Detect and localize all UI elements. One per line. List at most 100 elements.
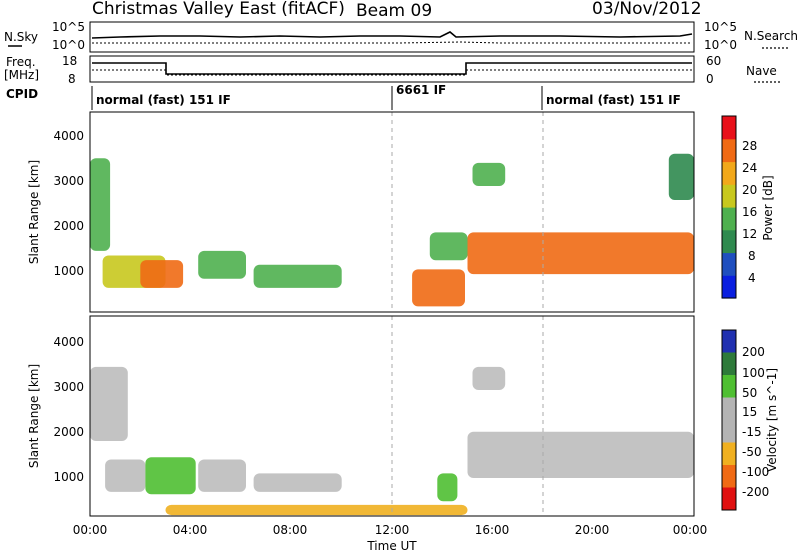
power-cbar-tick-24: 24: [742, 161, 757, 175]
xtick-2: 08:00: [273, 523, 308, 537]
velocity-colorbar-swatch-1: [722, 352, 736, 376]
freq-label-2: [MHz]: [4, 68, 39, 82]
cpid-label: CPID: [6, 87, 38, 101]
power-region-0: [90, 158, 111, 251]
power-cbar-tick-4: 4: [748, 271, 756, 285]
power-colorbar-swatch-4: [722, 184, 736, 208]
xtick-4: 16:00: [475, 523, 510, 537]
vel-cbar-tick-neg200: -200: [742, 485, 769, 499]
power-region-2: [140, 260, 184, 288]
power-colorbar-swatch-0: [722, 275, 736, 299]
power-ylabel: Slant Range [km]: [27, 160, 41, 264]
freq-tick-18: 18: [62, 54, 77, 68]
noise-tick-bottom-right: 10^0: [704, 38, 737, 52]
velocity-ylabel: Slant Range [km]: [27, 364, 41, 468]
cpid-segment-3: normal (fast) 151 IF: [546, 93, 681, 107]
noise-tick-top-left: 10^5: [52, 20, 85, 34]
noise-panel-frame: [89, 21, 695, 53]
vel-cbar-tick-100: 100: [742, 366, 765, 380]
power-colorbar: [722, 116, 736, 299]
velocity-region-1: [105, 459, 146, 492]
velocity-ytick-4000: 4000: [53, 335, 84, 349]
power-ytick-4000: 4000: [53, 129, 84, 143]
power-colorbar-frame: [721, 115, 737, 299]
noise-right-label: N.Search: [744, 29, 798, 43]
date-label: 03/Nov/2012: [592, 0, 702, 19]
power-region-8: [472, 162, 506, 186]
noise-sky-line: [91, 31, 693, 39]
noise-tick-top-right: 10^5: [704, 20, 737, 34]
power-ytick-3000: 3000: [53, 174, 84, 188]
velocity-colorbar-swatch-6: [722, 465, 736, 488]
power-region-9: [668, 153, 694, 200]
noise-search-line: [92, 41, 692, 44]
noise-left-label: N.Sky: [4, 30, 38, 44]
power-panel-frame: [89, 111, 695, 313]
power-colorbar-swatch-5: [722, 161, 736, 185]
freq-panel-frame: [89, 55, 695, 83]
beam-label: Beam 09: [356, 1, 432, 21]
power-colorbar-swatch-2: [722, 229, 736, 254]
vel-cbar-tick-15: 15: [742, 405, 757, 419]
power-region-5: [412, 269, 465, 307]
power-colorbar-swatch-7: [722, 116, 736, 140]
velocity-ytick-1000: 1000: [53, 470, 84, 484]
vel-cbar-tick-50: 50: [742, 386, 757, 400]
power-cbar-tick-8: 8: [748, 249, 756, 263]
cpid-segment-1: normal (fast) 151 IF: [96, 93, 231, 107]
nave-label: Nave: [746, 64, 777, 78]
velocity-colorbar-swatch-2: [722, 375, 736, 398]
vel-cbar-tick-neg50: -50: [742, 445, 762, 459]
xtick-1: 04:00: [173, 523, 208, 537]
velocity-panel-frame: [89, 315, 695, 517]
velocity-colorbar-swatch-0: [722, 330, 736, 353]
power-colorbar-swatch-6: [722, 138, 736, 163]
power-cbar-tick-12: 12: [742, 227, 757, 241]
velocity-colorbar-label: Velocity [m s^-1]: [765, 368, 779, 472]
power-colorbar-swatch-1: [722, 252, 736, 276]
velocity-colorbar-frame: [721, 329, 737, 511]
xtick-3: 12:00: [375, 523, 410, 537]
power-colorbar-label: Power [dB]: [761, 175, 775, 240]
power-region-7: [467, 232, 694, 275]
power-region-4: [253, 264, 342, 288]
x-axis-label: Time UT: [366, 539, 417, 553]
velocity-ytick-3000: 3000: [53, 380, 84, 394]
nave-tick-0: 0: [706, 72, 714, 86]
freq-label-1: Freq.: [6, 55, 36, 69]
nave-tick-60: 60: [706, 54, 721, 68]
velocity-colorbar-swatch-3: [722, 397, 736, 421]
xtick-0: 00:00: [73, 523, 108, 537]
power-heatmap: [90, 112, 694, 312]
power-cbar-tick-20: 20: [742, 183, 757, 197]
velocity-heatmap: [90, 316, 694, 516]
xtick-5: 20:00: [575, 523, 610, 537]
velocity-colorbar-swatch-5: [722, 442, 736, 466]
velocity-region-5: [437, 473, 458, 502]
velocity-region-7: [472, 366, 506, 390]
power-colorbar-swatch-3: [722, 207, 736, 231]
vel-cbar-tick-200: 200: [742, 345, 765, 359]
power-ytick-2000: 2000: [53, 219, 84, 233]
nave-line: [92, 69, 692, 76]
velocity-region-3: [198, 459, 246, 492]
noise-tick-bottom-left: 10^0: [52, 38, 85, 52]
power-region-3: [198, 250, 246, 279]
cpid-segment-2: 6661 IF: [396, 83, 446, 97]
vel-cbar-tick-neg15: -15: [742, 425, 762, 439]
velocity-region-0: [90, 366, 128, 441]
freq-line: [92, 62, 692, 75]
vel-cbar-tick-neg100: -100: [742, 465, 769, 479]
velocity-ytick-2000: 2000: [53, 425, 84, 439]
velocity-region-2: [145, 457, 196, 495]
velocity-region-4: [253, 473, 342, 492]
velocity-colorbar-swatch-4: [722, 420, 736, 443]
velocity-colorbar: [722, 330, 736, 511]
freq-tick-8: 8: [68, 72, 76, 86]
velocity-region-6: [467, 431, 694, 478]
xtick-6: 00:00: [673, 523, 708, 537]
velocity-region-8: [165, 504, 468, 516]
velocity-colorbar-swatch-7: [722, 487, 736, 511]
power-ytick-1000: 1000: [53, 264, 84, 278]
station-title: Christmas Valley East (fitACF): [92, 0, 345, 19]
